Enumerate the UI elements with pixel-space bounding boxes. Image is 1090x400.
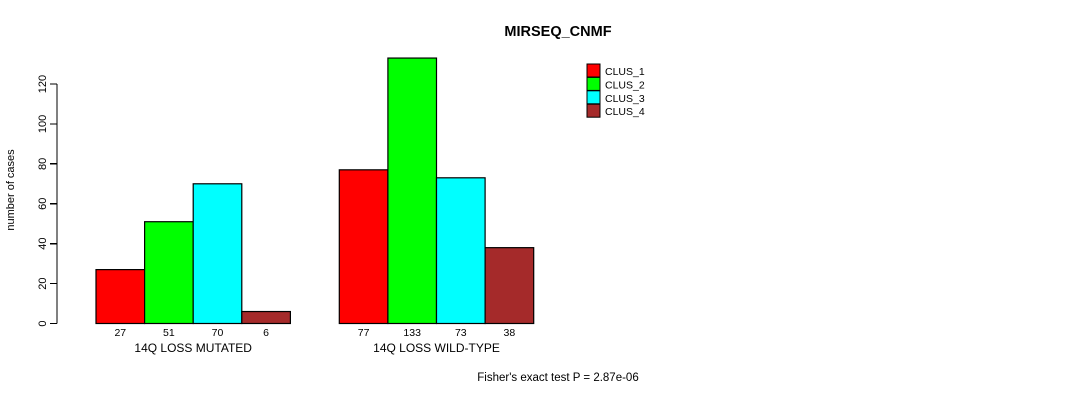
y-tick-label: 20: [37, 277, 49, 289]
legend-label-CLUS_2: CLUS_2: [605, 79, 645, 91]
bar-CLUS_2-2: [387, 57, 438, 325]
legend-label-CLUS_4: CLUS_4: [605, 106, 645, 118]
y-tick-label: 120: [37, 75, 49, 93]
legend-swatch-CLUS_4: [586, 103, 601, 118]
legend-swatch-CLUS_2: [586, 76, 601, 91]
bars: [95, 57, 535, 325]
fisher-test-footnote: Fisher's exact test P = 2.87e-06: [477, 372, 638, 384]
category-label: 14Q LOSS MUTATED: [134, 341, 252, 355]
legend-swatch-CLUS_1: [586, 63, 601, 78]
bar-value-label: 38: [504, 327, 516, 339]
y-tick-label: 40: [37, 238, 49, 250]
legend-label-CLUS_3: CLUS_3: [605, 93, 645, 105]
legend-label-CLUS_1: CLUS_1: [605, 66, 645, 78]
category-label: 14Q LOSS WILD-TYPE: [373, 341, 500, 355]
bar-CLUS_1-1: [95, 269, 146, 325]
y-tick-label: 0: [37, 320, 49, 326]
bar-CLUS_3-2: [435, 177, 486, 325]
bar-value-label: 73: [455, 327, 467, 339]
legend-swatch-CLUS_3: [586, 90, 601, 105]
y-tick-label: 80: [37, 158, 49, 170]
y-axis-title: number of cases: [5, 149, 17, 231]
bar-value-label: 133: [403, 327, 421, 339]
chart-title: MIRSEQ_CNMF: [504, 24, 611, 40]
bar-value-label: 6: [263, 327, 269, 339]
bar-CLUS_1-2: [338, 169, 389, 325]
y-tick-label: 100: [37, 115, 49, 133]
bar-CLUS_3-1: [192, 183, 243, 325]
bar-value-label: 27: [114, 327, 126, 339]
y-axis: 0 20 40 60 80 100 120 number of cases: [5, 75, 58, 327]
y-tick-label: 60: [37, 198, 49, 210]
x-category-labels: 14Q LOSS MUTATED 14Q LOSS WILD-TYPE: [134, 341, 499, 355]
bar-CLUS_2-1: [144, 221, 194, 325]
bar-value-label: 70: [212, 327, 224, 339]
bar-value-labels: 27 51 70 6 77 133 73 38: [114, 327, 515, 339]
bar-CLUS_4-2: [484, 247, 535, 325]
bar-value-label: 51: [163, 327, 175, 339]
bar-value-label: 77: [358, 327, 370, 339]
bar-CLUS_4-1: [241, 310, 292, 325]
